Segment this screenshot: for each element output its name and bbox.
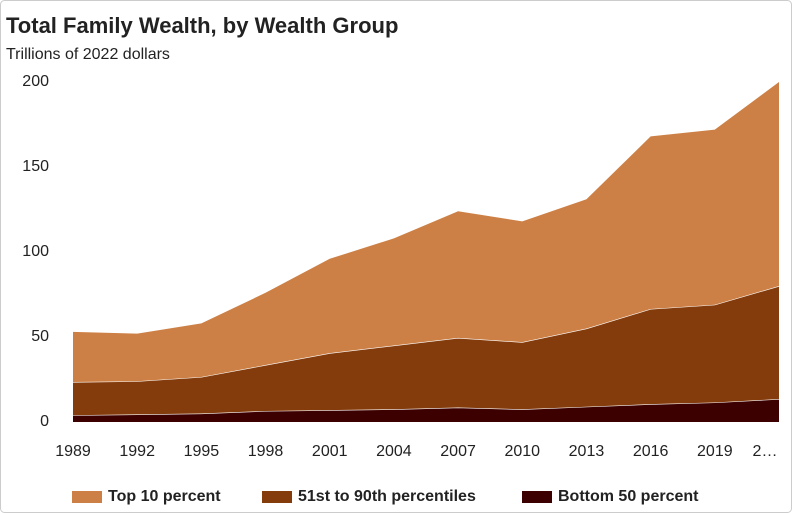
legend-label: Bottom 50 percent bbox=[558, 488, 699, 505]
y-tick-label: 50 bbox=[31, 328, 49, 345]
x-tick-label: 2… bbox=[753, 443, 778, 460]
y-tick-label: 100 bbox=[22, 243, 49, 260]
area bbox=[73, 286, 779, 416]
y-tick-label: 150 bbox=[22, 158, 49, 175]
x-tick-label: 2004 bbox=[376, 443, 412, 460]
y-tick-label: 200 bbox=[22, 73, 49, 90]
legend-label: 51st to 90th percentiles bbox=[298, 488, 476, 505]
area bbox=[73, 399, 779, 422]
chart-subtitle: Trillions of 2022 dollars bbox=[6, 46, 170, 63]
x-tick-label: 2010 bbox=[504, 443, 540, 460]
y-tick-label: 0 bbox=[40, 413, 49, 430]
area bbox=[73, 82, 779, 383]
x-tick-label: 2001 bbox=[312, 443, 348, 460]
x-tick-label: 1995 bbox=[184, 443, 220, 460]
x-tick-label: 2019 bbox=[697, 443, 733, 460]
chart-title: Total Family Wealth, by Wealth Group bbox=[6, 13, 398, 38]
x-tick-label: 2007 bbox=[440, 443, 476, 460]
x-tick-label: 2013 bbox=[569, 443, 605, 460]
legend: Top 10 percent 51st to 90th percentiles Bo… bbox=[72, 488, 699, 505]
x-tick-label: 1998 bbox=[248, 443, 284, 460]
legend-label: Top 10 percent bbox=[108, 488, 221, 505]
legend-swatch bbox=[72, 491, 102, 503]
x-tick-label: 2016 bbox=[633, 443, 669, 460]
legend-swatch bbox=[522, 491, 552, 503]
legend-swatch bbox=[262, 491, 292, 503]
x-tick-label: 1992 bbox=[119, 443, 155, 460]
x-tick-label: 1989 bbox=[55, 443, 91, 460]
